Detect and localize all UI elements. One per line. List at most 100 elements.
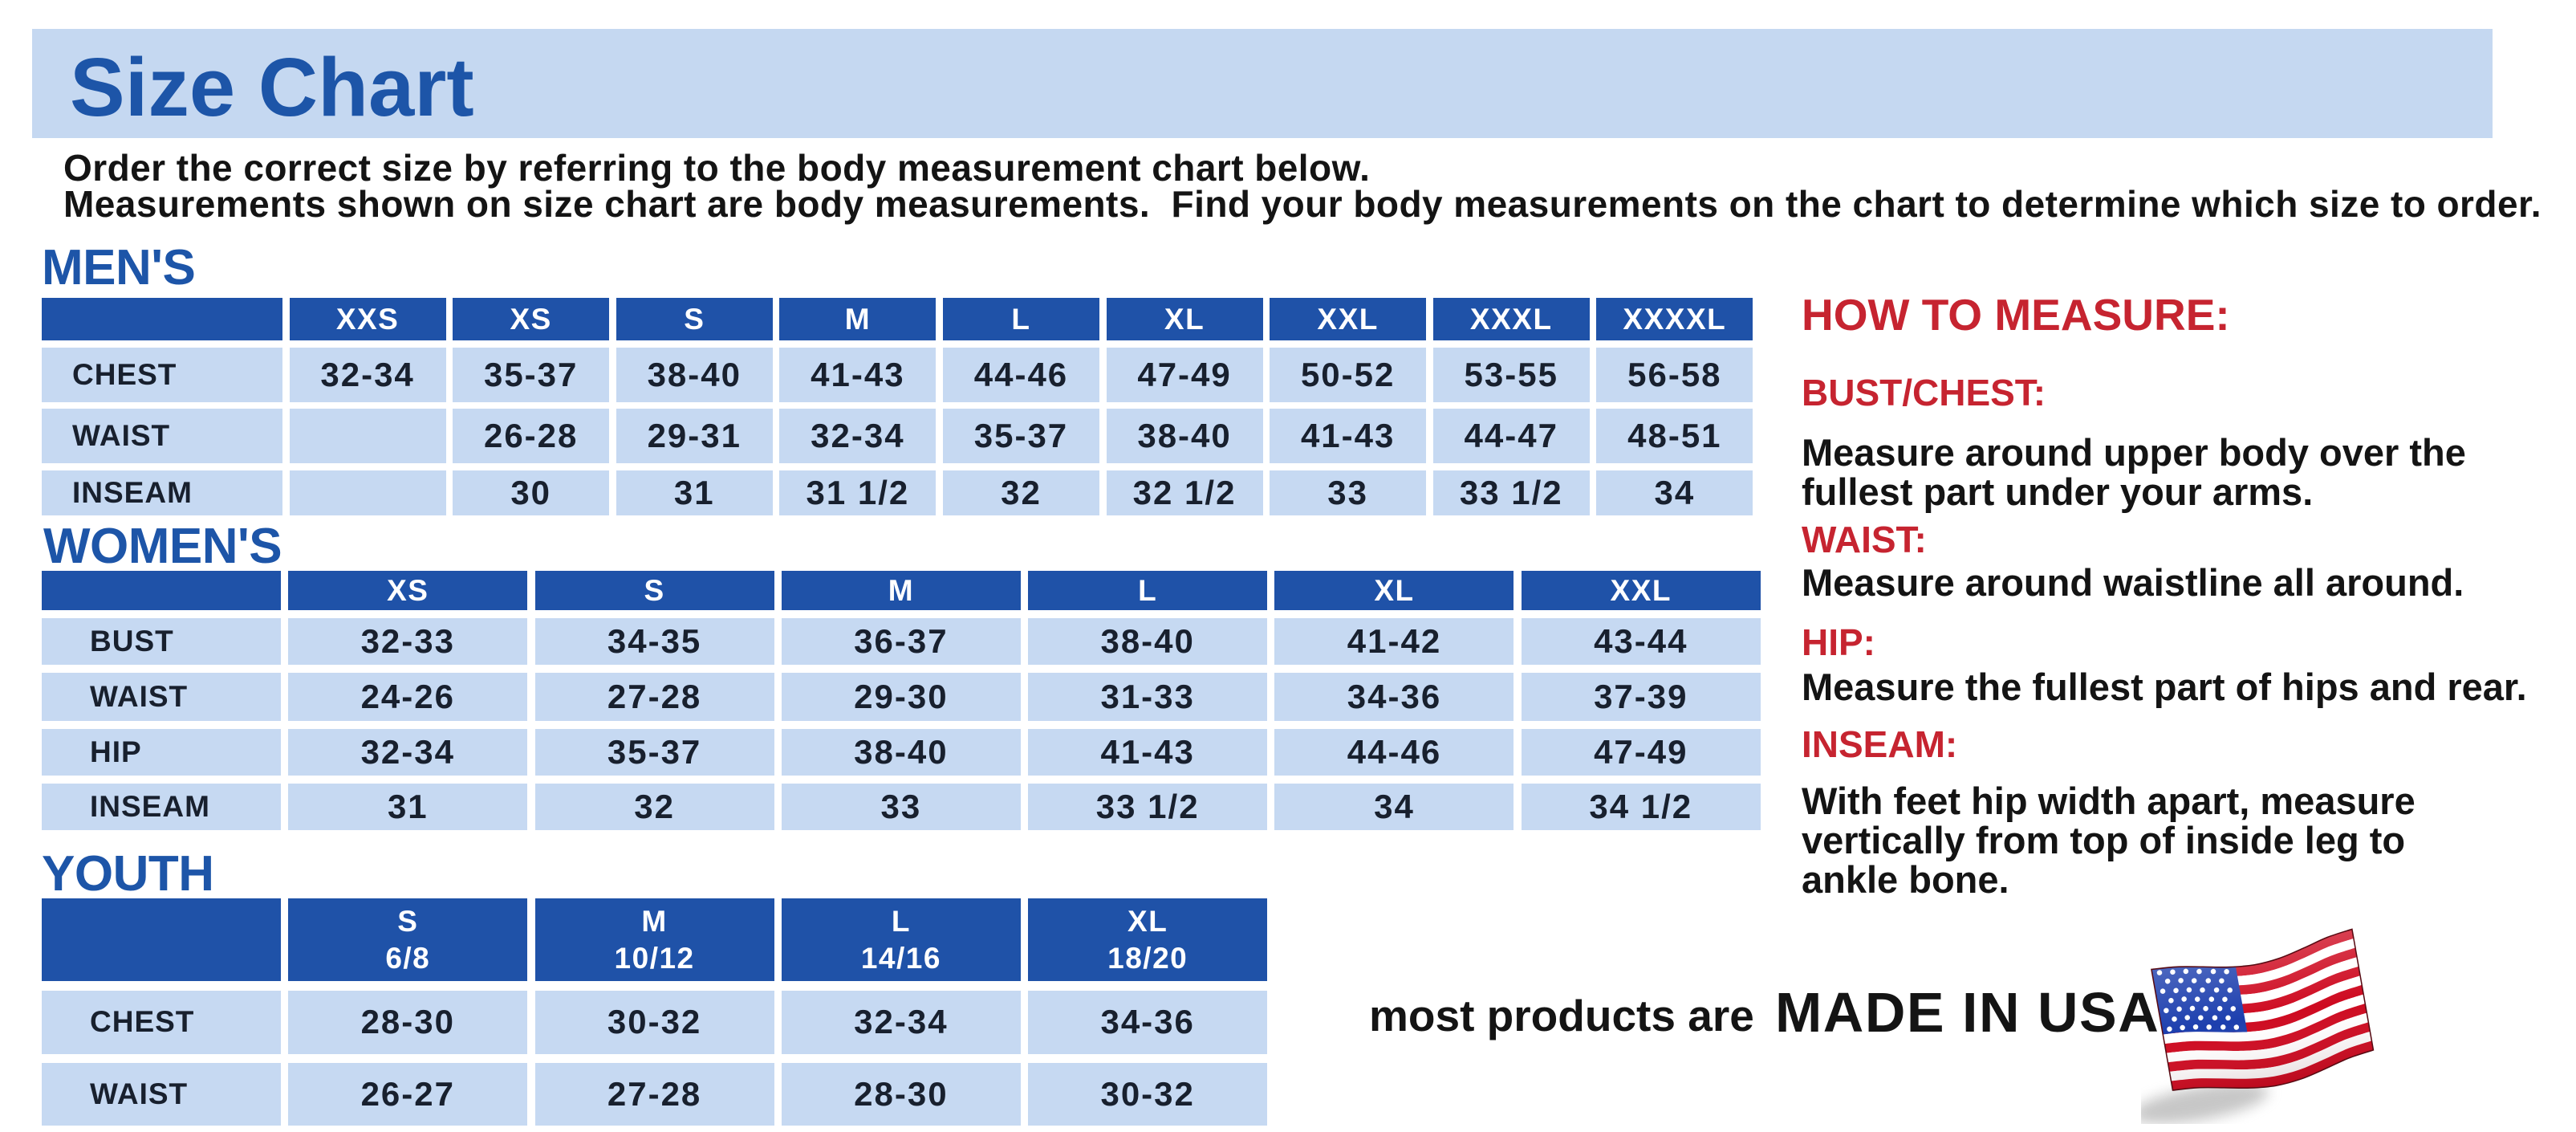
title-banner: Size Chart: [32, 29, 2493, 138]
value-cell: 30-32: [1028, 1063, 1268, 1126]
page-title: Size Chart: [70, 41, 474, 133]
how-to-measure-title: HOW TO MEASURE:: [1802, 290, 2230, 340]
value-cell: 35-37: [453, 347, 610, 402]
size-header-cell: M: [781, 571, 1021, 610]
value-cell: 33 1/2: [1028, 784, 1268, 830]
value-cell: 27-28: [534, 1063, 774, 1126]
htm-body-waist: Measure around waistline all around.: [1802, 561, 2464, 604]
htm-heading-inseam: INSEAM:: [1802, 723, 1958, 765]
size-header-cell: XXL: [1270, 298, 1427, 340]
value-cell: 44-47: [1432, 409, 1590, 464]
value-cell: 34-36: [1274, 673, 1514, 721]
size-header-cell: XS: [453, 298, 610, 340]
value-cell: 34-36: [1028, 990, 1268, 1054]
value-cell: 31 1/2: [779, 470, 937, 515]
value-cell: 29-30: [781, 673, 1021, 721]
row-label-cell: HIP: [42, 729, 281, 776]
header-corner-cell: [42, 298, 282, 340]
value-cell: 32-34: [289, 347, 446, 402]
value-cell: 34 1/2: [1521, 784, 1761, 830]
size-header-cell: XXL: [1521, 571, 1761, 610]
value-cell: 26-28: [453, 409, 610, 464]
header-corner-cell: [42, 898, 281, 981]
value-cell: 37-39: [1521, 673, 1761, 721]
row-label-cell: BUST: [42, 618, 281, 665]
value-cell: 35-37: [534, 729, 774, 776]
value-cell: 28-30: [288, 990, 528, 1054]
value-cell: 26-27: [288, 1063, 528, 1126]
size-header-cell: XXXXL: [1596, 298, 1753, 340]
section-heading-youth: YOUTH: [42, 846, 214, 902]
htm-heading-waist: WAIST:: [1802, 519, 1927, 560]
value-cell: 34-35: [534, 618, 774, 665]
size-header-cell: S: [616, 298, 773, 340]
footer-emphasis: MADE IN USA: [1775, 981, 2160, 1044]
value-cell: [289, 409, 446, 464]
mens-size-table: XXS XS S M L XL XXL XXXL XXXXL CHEST 32-34 35-37 38-…: [42, 298, 1753, 515]
value-cell: 27-28: [534, 673, 774, 721]
value-cell: 31: [616, 470, 773, 515]
value-cell: 50-52: [1270, 347, 1427, 402]
row-label-cell: WAIST: [42, 409, 282, 464]
size-header-cell: XXS: [289, 298, 446, 340]
value-cell: 32: [534, 784, 774, 830]
value-cell: 38-40: [1028, 618, 1268, 665]
size-header-cell: S 6/8: [288, 898, 528, 981]
value-cell: 30: [453, 470, 610, 515]
htm-heading-hip: HIP:: [1802, 621, 1875, 663]
row-label-cell: WAIST: [42, 1063, 281, 1126]
value-cell: 32-34: [781, 990, 1021, 1054]
value-cell: 38-40: [781, 729, 1021, 776]
value-cell: 53-55: [1432, 347, 1590, 402]
value-cell: 30-32: [534, 990, 774, 1054]
header-corner-cell: [42, 571, 281, 610]
size-header-cell: M: [779, 298, 937, 340]
section-heading-womens: WOMEN'S: [43, 519, 282, 574]
value-cell: 47-49: [1106, 347, 1263, 402]
value-cell: 41-42: [1274, 618, 1514, 665]
value-cell: 38-40: [616, 347, 773, 402]
value-cell: 33: [1270, 470, 1427, 515]
footer-prefix: most products are: [1369, 991, 1754, 1040]
row-label-cell: INSEAM: [42, 784, 281, 830]
value-cell: 47-49: [1521, 729, 1761, 776]
size-header-cell: M 10/12: [534, 898, 774, 981]
row-label-cell: CHEST: [42, 347, 282, 402]
youth-size-table: S 6/8 M 10/12 L 14/16 XL 18/20 CHEST 28-30 30-…: [42, 898, 1268, 1126]
value-cell: 41-43: [779, 347, 937, 402]
htm-body-hip: Measure the fullest part of hips and rea…: [1802, 666, 2527, 708]
value-cell: 35-37: [942, 409, 1099, 464]
value-cell: [289, 470, 446, 515]
value-cell: 32-34: [779, 409, 937, 464]
htm-heading-bust-chest: BUST/CHEST:: [1802, 372, 2046, 413]
value-cell: 56-58: [1596, 347, 1753, 402]
value-cell: 48-51: [1596, 409, 1753, 464]
size-header-cell: XL: [1106, 298, 1263, 340]
value-cell: 38-40: [1106, 409, 1263, 464]
size-header-cell: XL 18/20: [1028, 898, 1268, 981]
row-label-cell: CHEST: [42, 990, 281, 1054]
size-header-cell: XXXL: [1432, 298, 1590, 340]
value-cell: 41-43: [1270, 409, 1427, 464]
size-header-cell: S: [534, 571, 774, 610]
value-cell: 32-34: [288, 729, 528, 776]
value-cell: 29-31: [616, 409, 773, 464]
section-heading-mens: MEN'S: [42, 240, 196, 295]
value-cell: 33: [781, 784, 1021, 830]
value-cell: 31-33: [1028, 673, 1268, 721]
htm-body-inseam: With feet hip width apart, measure verti…: [1802, 780, 2416, 901]
intro-text: Order the correct size by referring to t…: [63, 149, 2541, 222]
value-cell: 24-26: [288, 673, 528, 721]
value-cell: 28-30: [781, 1063, 1021, 1126]
value-cell: 43-44: [1521, 618, 1761, 665]
value-cell: 32 1/2: [1106, 470, 1263, 515]
value-cell: 34: [1274, 784, 1514, 830]
womens-size-table: XS S M L XL XXL BUST 32-33 34-35 36-37 38-40 41-42 4…: [42, 571, 1761, 830]
value-cell: 34: [1596, 470, 1753, 515]
usa-flag-icon: [2141, 928, 2375, 1124]
size-header-cell: L: [942, 298, 1099, 340]
value-cell: 41-43: [1028, 729, 1268, 776]
value-cell: 31: [288, 784, 528, 830]
row-label-cell: WAIST: [42, 673, 281, 721]
size-header-cell: XS: [288, 571, 528, 610]
